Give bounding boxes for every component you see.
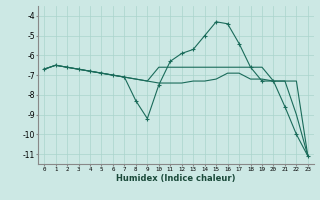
- X-axis label: Humidex (Indice chaleur): Humidex (Indice chaleur): [116, 174, 236, 183]
